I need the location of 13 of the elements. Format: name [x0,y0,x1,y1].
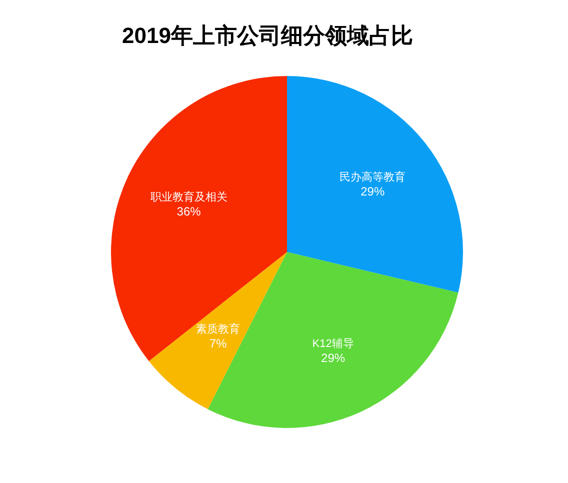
pie-slice [148,252,287,410]
slice-label: 素质教育 [196,322,240,336]
data-label: 29% [360,184,385,198]
slice-label: 民办高等教育 [340,170,406,184]
pie-slice [287,76,463,293]
pie-slice [111,76,287,362]
data-label: 36% [176,204,202,218]
slice-label: K12辅导 [312,338,354,350]
pie-slice [208,252,458,428]
slice-label: 职业教育及相关 [150,190,228,204]
data-label: 29% [321,350,346,365]
chart-title: 2019年上市公司细分领域占比 [122,23,413,48]
data-label: 7% [209,336,228,351]
